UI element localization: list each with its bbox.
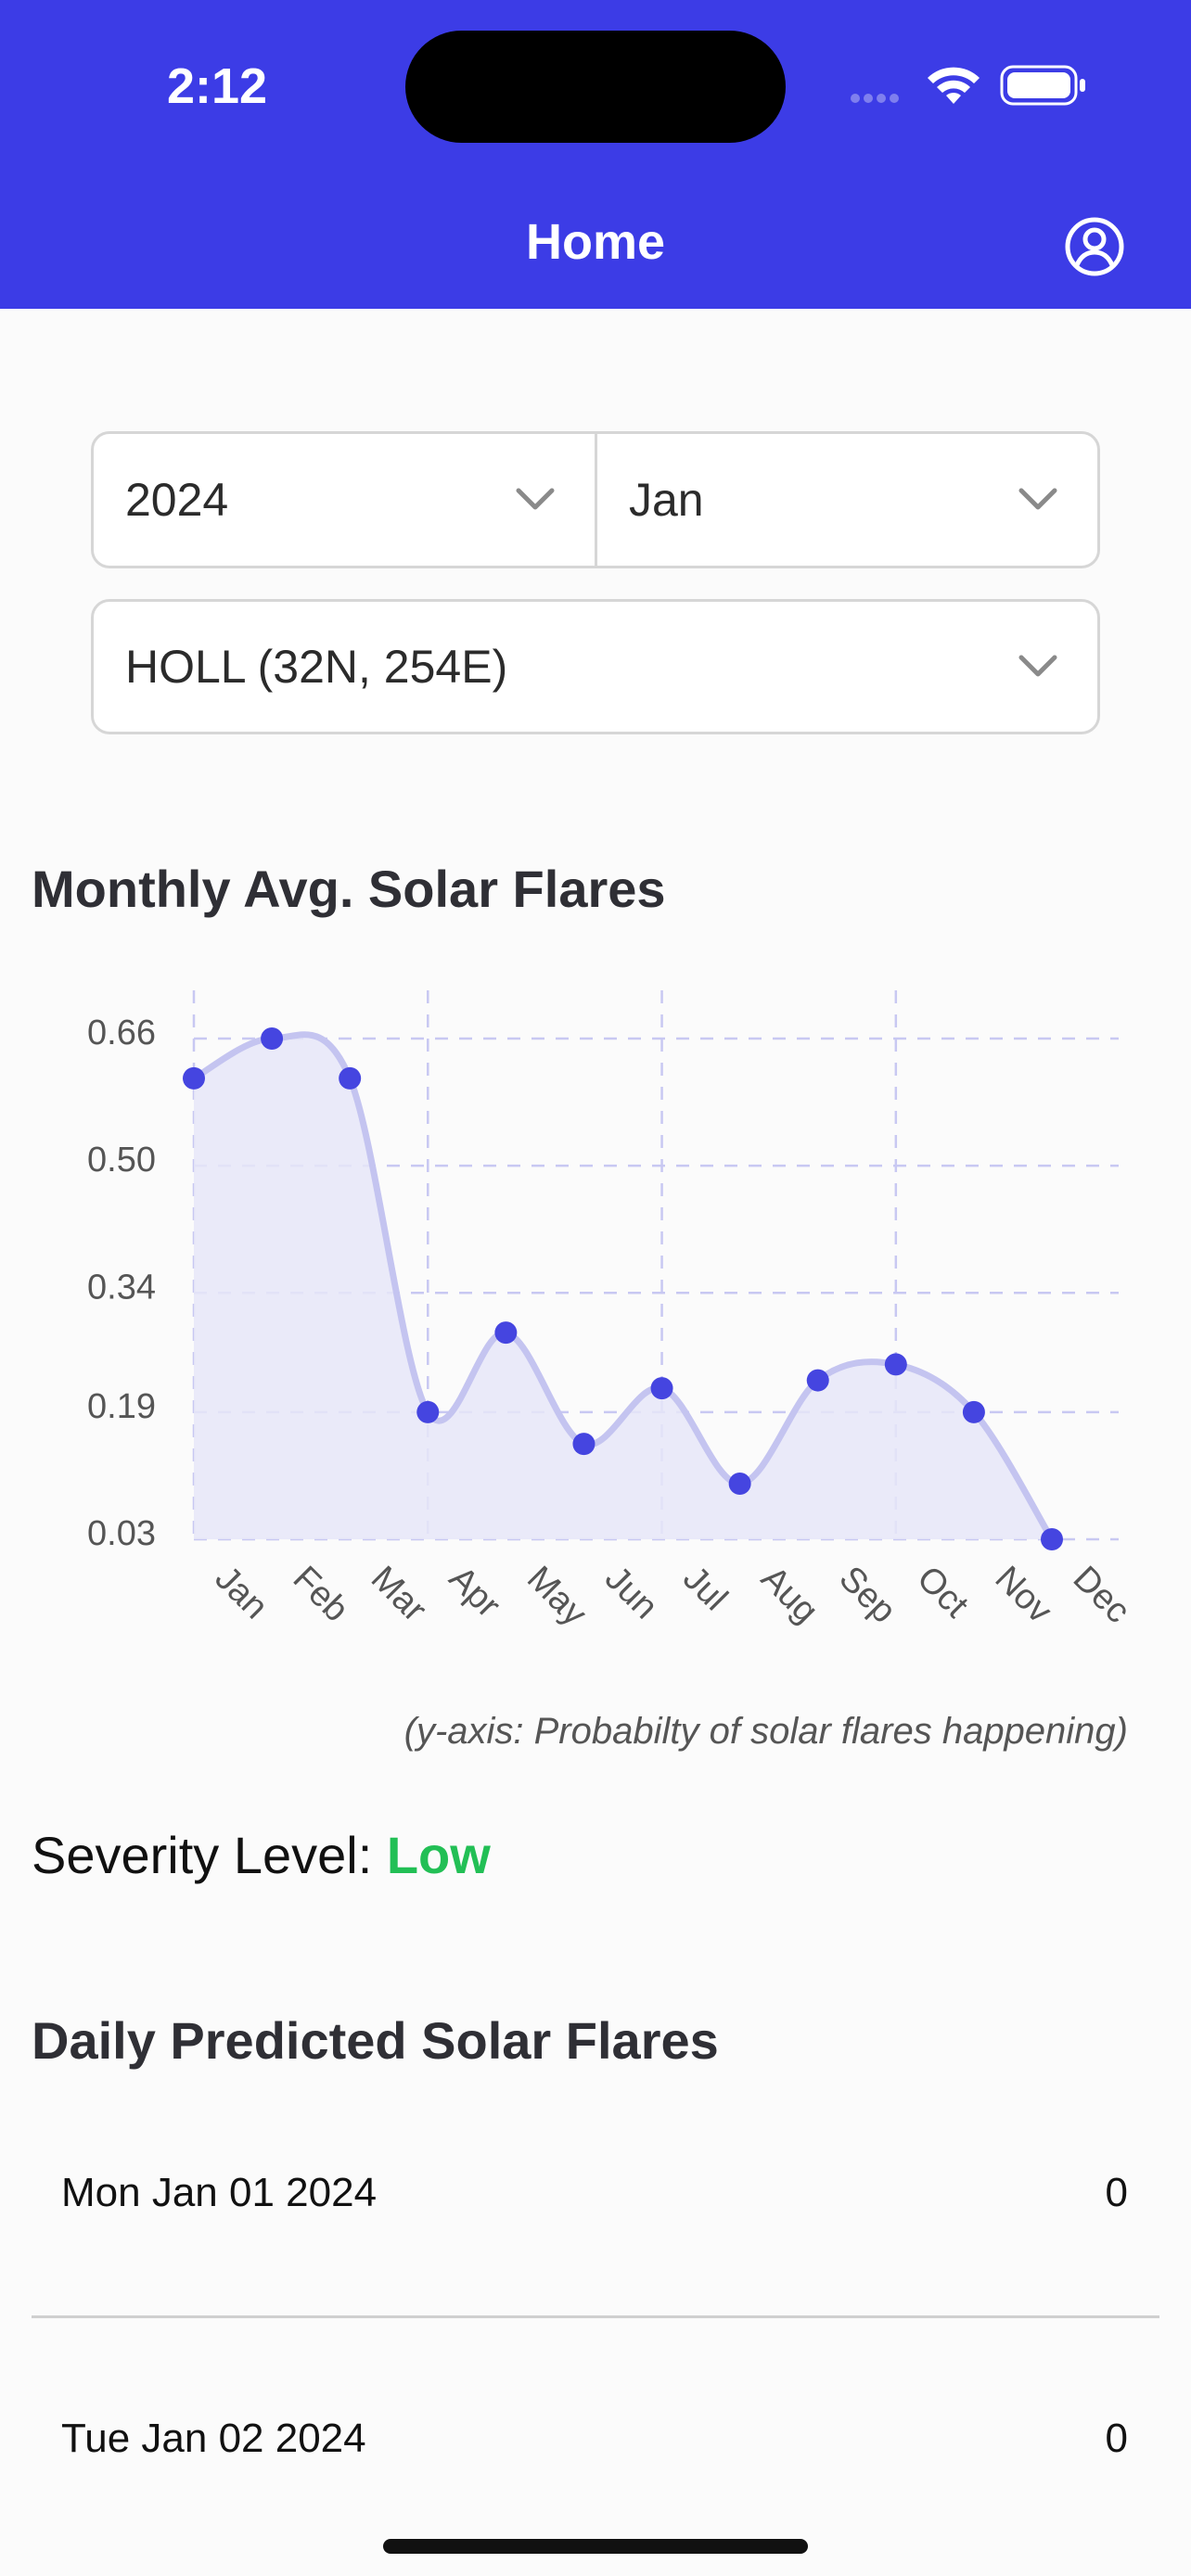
x-tick-label: Aug bbox=[753, 1559, 826, 1631]
list-item-date: Tue Jan 02 2024 bbox=[61, 2416, 366, 2461]
data-point bbox=[650, 1377, 673, 1400]
list-item[interactable]: Mon Jan 01 2024 0 bbox=[32, 2147, 1159, 2239]
x-tick-label: Jun bbox=[597, 1559, 665, 1626]
wifi-icon bbox=[928, 67, 980, 104]
data-point bbox=[728, 1473, 751, 1495]
monthly-chart-title: Monthly Avg. Solar Flares bbox=[32, 860, 666, 918]
x-tick-label: Jul bbox=[675, 1559, 735, 1618]
list-item-date: Mon Jan 01 2024 bbox=[61, 2170, 378, 2215]
severity-level: Severity Level: Low bbox=[32, 1825, 491, 1885]
dynamic-island bbox=[405, 31, 786, 143]
profile-button[interactable] bbox=[1064, 216, 1125, 277]
y-tick-label: 0.19 bbox=[87, 1387, 156, 1426]
area-fill bbox=[194, 1034, 1052, 1539]
list-item[interactable]: Tue Jan 02 2024 0 bbox=[32, 2392, 1159, 2485]
year-select-value: 2024 bbox=[125, 474, 229, 526]
status-icons bbox=[850, 63, 1091, 109]
year-select[interactable]: 2024 bbox=[91, 431, 597, 568]
list-item-count: 0 bbox=[1105, 2170, 1128, 2215]
x-tick-label: Oct bbox=[909, 1559, 976, 1626]
battery-icon bbox=[1000, 65, 1085, 106]
area-chart: 0.03 0.19 0.34 0.50 0.66 Jan Feb Mar Apr May Jun Ju… bbox=[87, 990, 1137, 1634]
page-title: Home bbox=[525, 214, 666, 270]
x-tick-label: Jan bbox=[208, 1559, 275, 1626]
chart-caption: (y-axis: Probabilty of solar flares happ… bbox=[403, 1711, 1128, 1752]
data-point bbox=[572, 1433, 596, 1456]
app-header: 2:12 Home bbox=[0, 0, 1191, 309]
person-circle-icon bbox=[1065, 217, 1124, 276]
monthly-chart: 0.03 0.19 0.34 0.50 0.66 Jan Feb Mar Apr May Jun Ju… bbox=[0, 964, 1191, 1725]
y-tick-label: 0.34 bbox=[87, 1268, 156, 1307]
y-tick-label: 0.66 bbox=[87, 1014, 156, 1052]
daily-title: Daily Predicted Solar Flares bbox=[32, 2011, 719, 2070]
chevron-down-icon bbox=[516, 488, 555, 510]
status-time: 2:12 bbox=[167, 58, 268, 114]
x-tick-label: Dec bbox=[1066, 1559, 1137, 1630]
x-tick-label: May bbox=[519, 1559, 594, 1633]
x-tick-label: Apr bbox=[442, 1559, 508, 1626]
home-indicator bbox=[383, 2539, 808, 2554]
data-point bbox=[416, 1400, 440, 1423]
data-point bbox=[494, 1321, 518, 1345]
severity-value: Low bbox=[386, 1826, 491, 1884]
month-select-value: Jan bbox=[629, 474, 704, 526]
divider bbox=[32, 2315, 1159, 2318]
month-select[interactable]: Jan bbox=[595, 431, 1100, 568]
data-point bbox=[806, 1369, 829, 1392]
data-point bbox=[183, 1066, 205, 1090]
chevron-down-icon bbox=[1018, 488, 1057, 510]
x-tick-label: Sep bbox=[831, 1559, 903, 1631]
x-tick-label: Nov bbox=[988, 1559, 1059, 1630]
station-select-value: HOLL (32N, 254E) bbox=[125, 641, 508, 693]
chevron-down-icon bbox=[1018, 655, 1057, 677]
data-point bbox=[339, 1066, 362, 1090]
severity-label: Severity Level: bbox=[32, 1826, 373, 1884]
y-tick-label: 0.50 bbox=[87, 1141, 156, 1180]
x-tick-label: Feb bbox=[286, 1559, 356, 1629]
data-point bbox=[962, 1400, 985, 1423]
y-tick-label: 0.03 bbox=[87, 1514, 156, 1553]
data-point bbox=[884, 1353, 907, 1376]
x-tick-label: Mar bbox=[364, 1559, 434, 1629]
station-select[interactable]: HOLL (32N, 254E) bbox=[91, 599, 1100, 734]
list-item-count: 0 bbox=[1105, 2416, 1128, 2461]
data-point bbox=[261, 1027, 284, 1050]
data-point bbox=[1041, 1528, 1063, 1550]
cellular-signal-icon bbox=[851, 94, 899, 103]
